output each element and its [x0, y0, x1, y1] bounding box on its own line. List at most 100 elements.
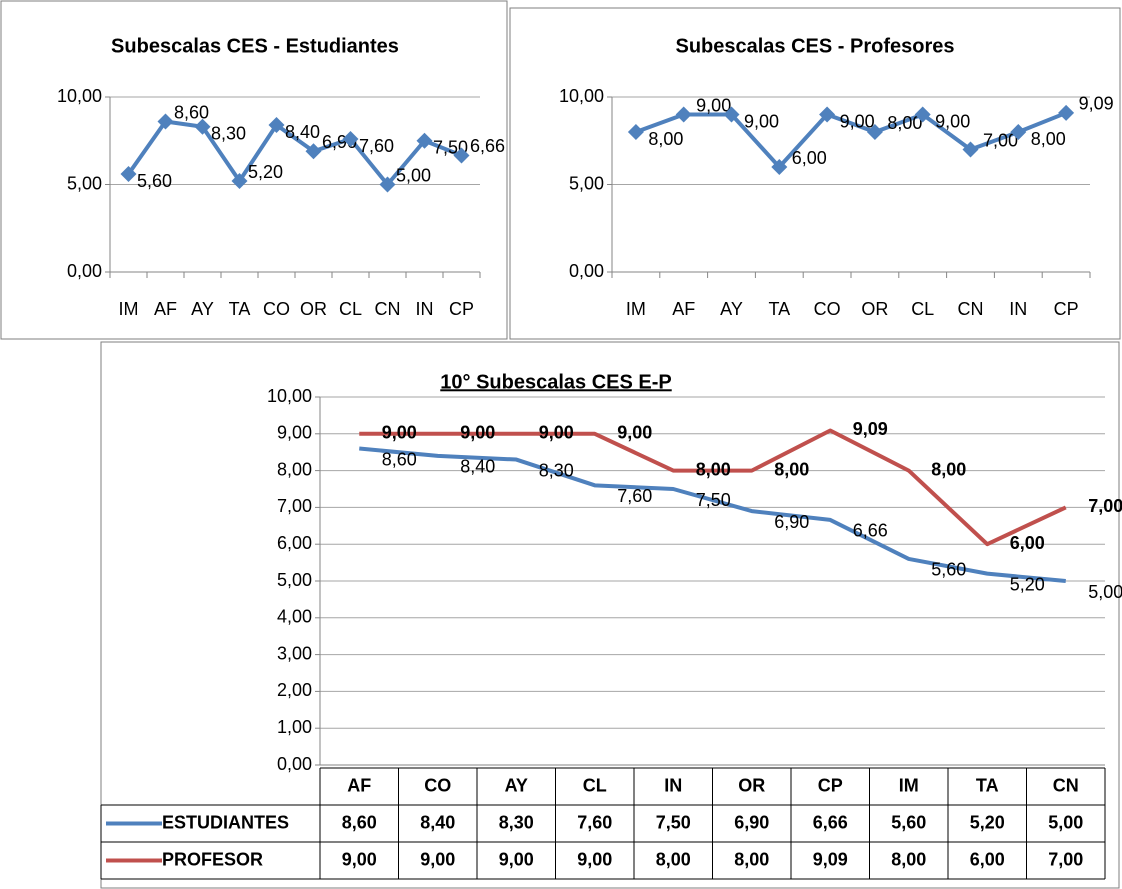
y-tick-label: 3,00: [277, 643, 312, 663]
chart-title: Subescalas CES - Estudiantes: [111, 35, 399, 57]
table-cell: 8,00: [656, 849, 691, 869]
point-marker: [1010, 124, 1027, 140]
data-label: 9,00: [460, 423, 495, 443]
table-cell: 8,00: [734, 849, 769, 869]
x-tick-label: TA: [768, 299, 790, 319]
y-tick-label: 4,00: [277, 607, 312, 627]
data-label: 5,20: [248, 162, 283, 182]
x-tick-label: IN: [416, 299, 434, 319]
data-label: 6,90: [774, 512, 809, 532]
chart-frame: [509, 7, 1121, 340]
x-tick-label: CP: [449, 299, 474, 319]
x-tick-label: AF: [154, 299, 177, 319]
point-marker: [268, 117, 285, 133]
data-label: 9,00: [617, 423, 652, 443]
data-label: 8,00: [696, 459, 731, 479]
x-tick-label: AF: [347, 775, 371, 795]
data-label: 8,00: [887, 113, 922, 133]
table-cell: 8,40: [420, 812, 455, 832]
data-label: 6,66: [470, 136, 505, 156]
x-tick-label: OR: [300, 299, 327, 319]
x-tick-label: IN: [664, 775, 682, 795]
x-tick-label: IM: [119, 299, 139, 319]
table-cell: 6,66: [813, 812, 848, 832]
data-label: 8,00: [648, 129, 683, 149]
y-tick-label: 10,00: [267, 386, 312, 406]
chart-frame: [0, 0, 508, 340]
table-cell: 7,50: [656, 812, 691, 832]
table-cell: 7,60: [577, 812, 612, 832]
x-tick-label: CO: [814, 299, 841, 319]
data-label: 9,00: [840, 111, 875, 131]
legend-label: PROFESOR: [162, 849, 263, 869]
table-cell: 5,20: [970, 812, 1005, 832]
table-cell: 9,09: [813, 849, 848, 869]
point-marker: [416, 132, 433, 149]
data-label: 8,00: [774, 459, 809, 479]
point-marker: [342, 131, 359, 147]
y-tick-label: 0,00: [277, 754, 312, 774]
x-tick-label: CN: [375, 299, 401, 319]
data-label: 6,00: [1010, 533, 1045, 553]
point-marker: [962, 141, 979, 158]
y-tick-label: 8,00: [277, 459, 312, 479]
x-tick-label: CO: [263, 299, 290, 319]
y-tick-label: 5,00: [67, 173, 102, 193]
y-tick-label: 10,00: [57, 86, 102, 106]
y-tick-label: 6,00: [277, 533, 312, 553]
y-tick-label: 10,00: [559, 86, 604, 106]
point-marker: [453, 147, 470, 164]
point-marker: [866, 124, 883, 140]
chart-title: 10° Subescalas CES E-P: [440, 371, 671, 393]
x-tick-label: TA: [976, 775, 999, 795]
table-cell: 5,00: [1048, 812, 1083, 832]
x-tick-label: CN: [1053, 775, 1079, 795]
point-marker: [379, 176, 396, 193]
point-marker: [120, 166, 137, 182]
point-marker: [1058, 104, 1075, 121]
data-label: 5,60: [137, 171, 172, 191]
table-cell: 8,60: [342, 812, 377, 832]
point-marker: [723, 106, 740, 123]
data-label: 6,00: [792, 148, 827, 168]
x-tick-label: OR: [861, 299, 888, 319]
x-tick-label: AY: [191, 299, 214, 319]
data-label: 8,00: [1031, 129, 1066, 149]
data-label: 8,60: [382, 449, 417, 469]
series-line: [635, 111, 1067, 169]
data-label: 5,20: [1010, 574, 1045, 594]
x-tick-label: IM: [899, 775, 919, 795]
data-label: 8,30: [539, 460, 574, 480]
data-label: 9,09: [853, 419, 888, 439]
x-tick-label: OR: [738, 775, 765, 795]
y-tick-label: 5,00: [277, 570, 312, 590]
x-tick-label: AF: [672, 299, 695, 319]
data-label: 5,00: [396, 165, 431, 185]
point-marker: [194, 118, 211, 135]
data-label: 7,60: [617, 486, 652, 506]
table-cell: 8,00: [891, 849, 926, 869]
x-tick-label: CO: [424, 775, 451, 795]
x-tick-label: CP: [1054, 299, 1079, 319]
data-label: 7,50: [696, 490, 731, 510]
point-marker: [157, 113, 174, 130]
data-label: 7,00: [983, 130, 1018, 150]
x-tick-label: CP: [818, 775, 843, 795]
data-label: 8,40: [285, 122, 320, 142]
data-label: 7,00: [1088, 496, 1122, 516]
data-label: 6,66: [853, 521, 888, 541]
y-tick-label: 2,00: [277, 680, 312, 700]
y-tick-label: 9,00: [277, 423, 312, 443]
series-line: [359, 446, 1066, 583]
x-tick-label: CL: [583, 775, 607, 795]
point-marker: [771, 159, 788, 175]
x-tick-label: AY: [720, 299, 743, 319]
chart-title: Subescalas CES - Profesores: [675, 35, 954, 57]
data-label: 8,40: [460, 457, 495, 477]
data-label: 9,00: [696, 95, 731, 115]
data-label: 5,60: [931, 560, 966, 580]
table-cell: 6,90: [734, 812, 769, 832]
x-tick-label: IN: [1009, 299, 1027, 319]
data-label: 9,00: [744, 111, 779, 131]
